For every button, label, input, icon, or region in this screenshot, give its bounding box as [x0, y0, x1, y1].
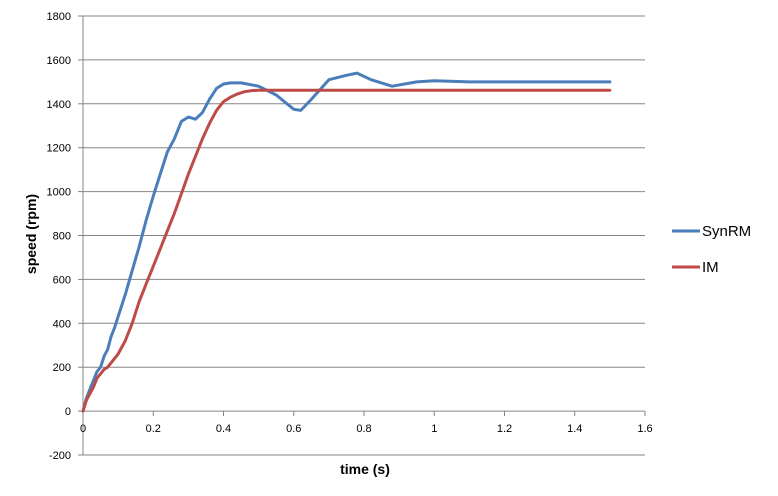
legend: SynRM IM — [672, 223, 751, 276]
y-tick-label: -200 — [49, 450, 71, 462]
x-tick-label: 0.8 — [356, 423, 371, 435]
x-tick-label: 0.2 — [146, 423, 161, 435]
x-tick-label: 1 — [431, 423, 437, 435]
series-lines — [81, 71, 612, 413]
series-line-im — [81, 88, 612, 413]
y-tick-label: 0 — [65, 406, 71, 418]
y-tick-label: 1400 — [47, 99, 71, 111]
y-tick-label: 1000 — [47, 187, 71, 199]
x-tick-label: 0 — [80, 423, 86, 435]
x-tick-label: 0.4 — [216, 423, 231, 435]
x-tick-label: 1.2 — [497, 423, 512, 435]
legend-label-im: IM — [702, 259, 719, 276]
y-tick-label: 800 — [53, 231, 71, 243]
y-tick-label: 400 — [53, 318, 71, 330]
x-tick-label: 0.6 — [286, 423, 301, 435]
x-tick-label: 1.6 — [637, 423, 652, 435]
tick-labels: -200 0 200 400 600 800 1000 1200 1400 1600 1800 0 0.… — [47, 11, 653, 462]
y-axis-title: speed (rpm) — [23, 194, 39, 274]
x-tick-label: 1.4 — [567, 423, 582, 435]
axes — [78, 15, 646, 456]
y-tick-label: 600 — [53, 274, 71, 286]
y-tick-label: 1800 — [47, 11, 71, 23]
grid — [83, 15, 645, 456]
y-tick-label: 1200 — [47, 143, 71, 155]
legend-label-synrm: SynRM — [702, 223, 751, 240]
y-tick-label: 200 — [53, 362, 71, 374]
series-line-synrm — [81, 71, 612, 413]
y-tick-label: 1600 — [47, 55, 71, 67]
x-axis-title: time (s) — [340, 461, 390, 477]
